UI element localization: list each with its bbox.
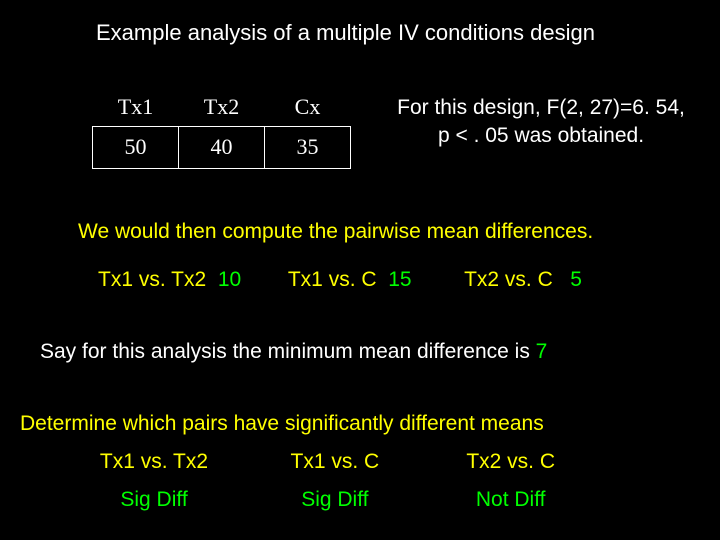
pair-diff-2: Tx1 vs. C 15 [288,268,412,292]
pair-diff-3: Tx2 vs. C 5 [464,268,582,292]
pair-diff-2-value: 15 [388,268,411,291]
cell-tx1: 50 [93,126,179,168]
f-test-line2: p < . 05 was obtained. [438,124,644,147]
col-header-cx: Cx [265,88,351,126]
col-header-tx2: Tx2 [179,88,265,126]
slide: Example analysis of a multiple IV condit… [0,0,720,540]
slide-title: Example analysis of a multiple IV condit… [96,20,656,46]
cell-tx2: 40 [179,126,265,168]
means-table: Tx1 Tx2 Cx 50 40 35 [92,88,351,169]
f-test-text: For this design, F(2, 27)=6. 54, p < . 0… [376,94,706,151]
pairwise-differences: Tx1 vs. Tx2 10 Tx1 vs. C 15 Tx2 vs. C 5 [98,268,668,292]
determination-3-label: Tx2 vs. C [426,450,596,474]
determination-1: Tx1 vs. Tx2 Sig Diff [64,450,244,512]
table-row: 50 40 35 [93,126,351,168]
min-value: 7 [536,340,548,363]
pair-diff-3-value: 5 [570,268,582,291]
determine-line: Determine which pairs have significantly… [20,412,544,436]
cell-cx: 35 [265,126,351,168]
determination-1-label: Tx1 vs. Tx2 [64,450,244,474]
pair-diff-3-label: Tx2 vs. C [464,268,553,291]
compute-pairwise-line: We would then compute the pairwise mean … [78,220,593,244]
table-header-row: Tx1 Tx2 Cx [93,88,351,126]
min-line-prefix: Say for this analysis the minimum mean d… [40,340,536,363]
determination-2-label: Tx1 vs. C [250,450,420,474]
pair-diff-1-value: 10 [218,268,241,291]
determination-1-result: Sig Diff [64,488,244,512]
determination-3: Tx2 vs. C Not Diff [426,450,596,512]
determination-row: Tx1 vs. Tx2 Sig Diff Tx1 vs. C Sig Diff … [64,450,624,512]
pair-diff-1: Tx1 vs. Tx2 10 [98,268,241,292]
col-header-tx1: Tx1 [93,88,179,126]
determination-2-result: Sig Diff [250,488,420,512]
pair-diff-2-label: Tx1 vs. C [288,268,377,291]
minimum-mean-diff-line: Say for this analysis the minimum mean d… [40,340,547,364]
f-test-line1: For this design, F(2, 27)=6. 54, [397,96,685,119]
determination-3-result: Not Diff [426,488,596,512]
pair-diff-1-label: Tx1 vs. Tx2 [98,268,206,291]
determination-2: Tx1 vs. C Sig Diff [250,450,420,512]
